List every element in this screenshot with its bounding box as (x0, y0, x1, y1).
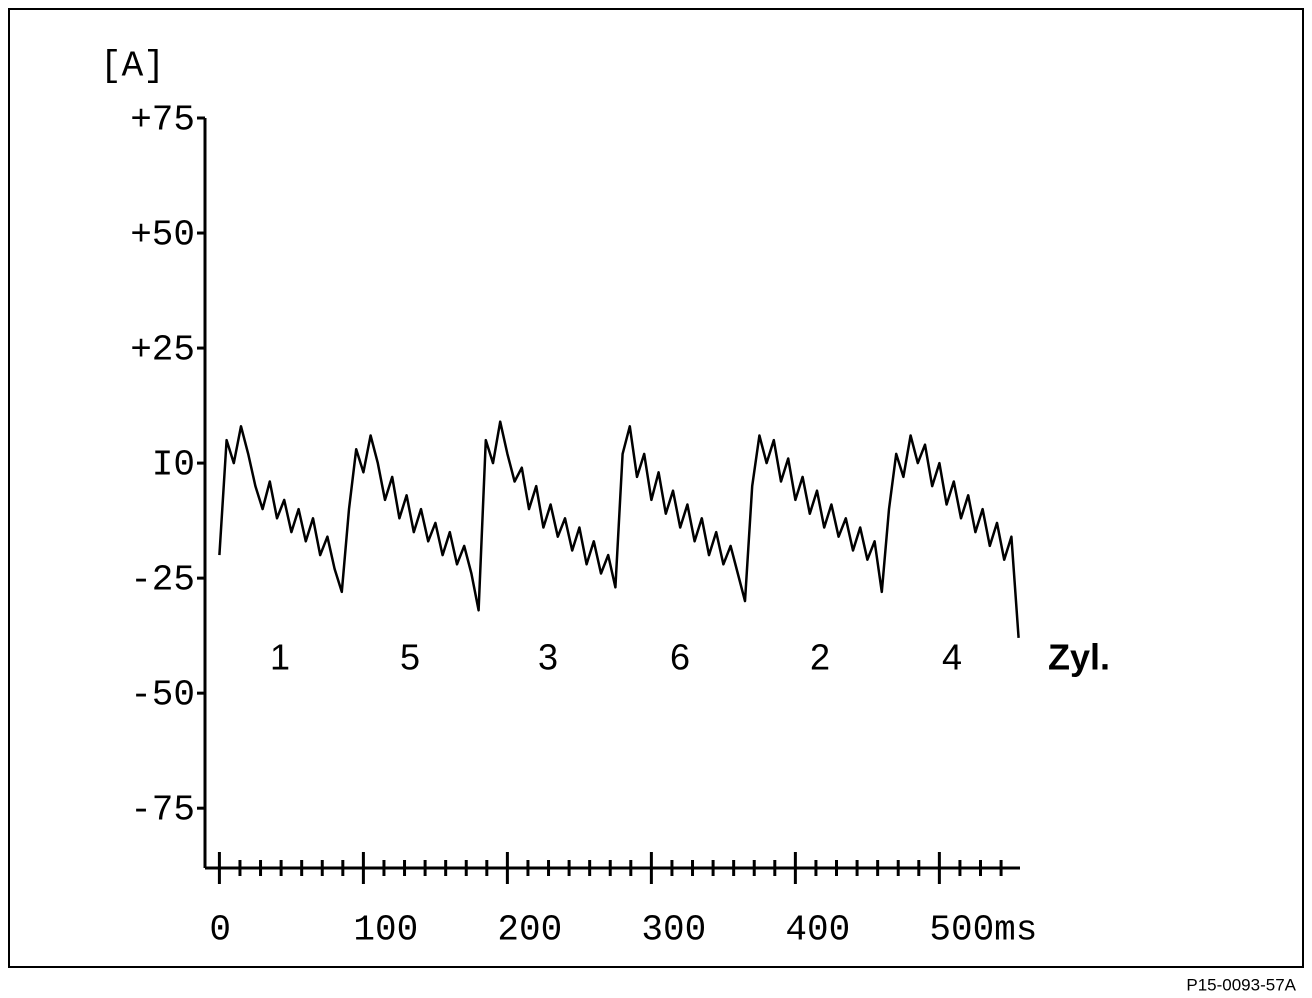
x-tick-label: 500ms (929, 910, 1037, 951)
cylinder-label: 6 (670, 637, 690, 678)
y-tick-label: I0 (152, 445, 195, 486)
cylinder-label: 3 (538, 637, 558, 678)
y-tick-label: +75 (130, 100, 195, 141)
x-tick-label: 400 (785, 910, 850, 951)
x-tick-label: 300 (641, 910, 706, 951)
cylinder-label: 5 (400, 637, 420, 678)
x-tick-label: 100 (353, 910, 418, 951)
cylinder-label: 2 (810, 637, 830, 678)
y-tick-label: +25 (130, 330, 195, 371)
y-axis-label: [A] (100, 46, 165, 87)
frame (8, 8, 1304, 968)
cylinder-axis-label: Zyl. (1048, 637, 1110, 678)
figure-id: P15-0093-57A (1186, 975, 1296, 994)
y-tick-label: -25 (130, 560, 195, 601)
cylinder-label: 4 (942, 637, 962, 678)
cylinder-label: 1 (270, 637, 290, 678)
y-tick-label: -50 (130, 675, 195, 716)
x-tick-label: 0 (209, 910, 231, 951)
y-tick-label: -75 (130, 790, 195, 831)
y-tick-label: +50 (130, 215, 195, 256)
current-trace (218, 420, 1020, 638)
x-tick-label: 200 (497, 910, 562, 951)
